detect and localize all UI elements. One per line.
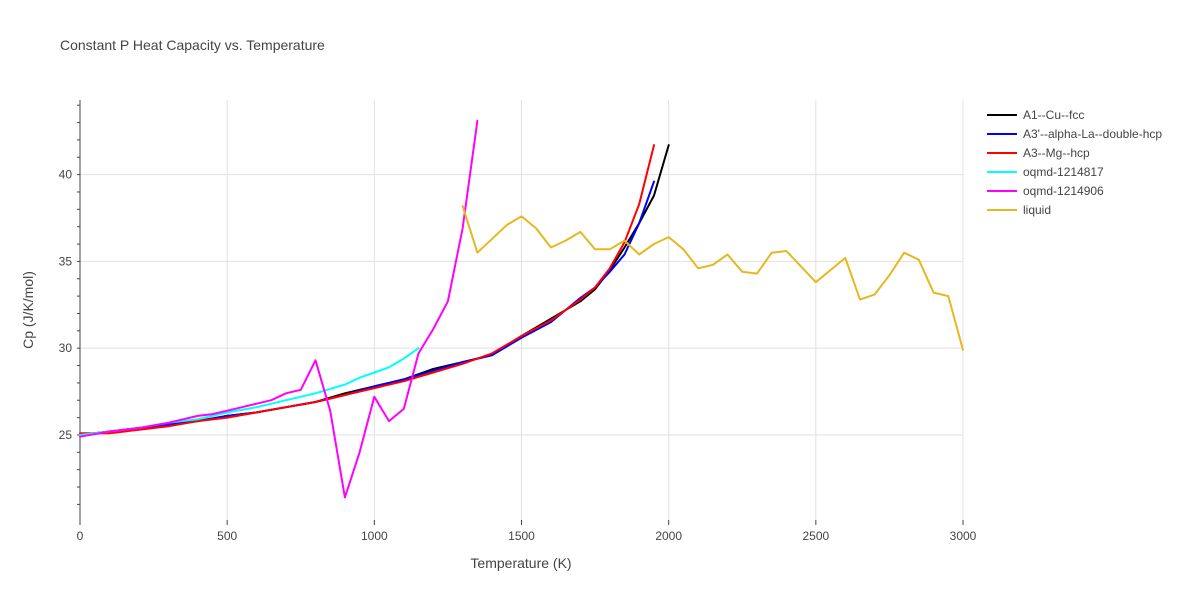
legend-item[interactable]: A1--Cu--fcc [987,108,1084,122]
y-tick-label: 35 [59,254,73,268]
legend-item[interactable]: A3'--alpha-La--double-hcp [987,127,1162,141]
legend-item[interactable]: oqmd-1214817 [987,165,1104,179]
chart-title: Constant P Heat Capacity vs. Temperature [60,37,325,53]
grid [80,100,964,520]
series-line-liquid [461,204,964,351]
legend-label: A3'--alpha-La--double-hcp [1023,127,1162,141]
series-lines [79,119,964,499]
x-tick-label: 500 [217,529,237,543]
series-line-a3-mg-hcp [79,144,655,435]
y-tick-label: 40 [59,168,73,182]
x-tick-label: 1000 [361,529,388,543]
legend-label: A1--Cu--fcc [1023,108,1084,122]
y-axis-label: Cp (J/K/mol) [20,271,36,349]
x-tick-label: 1500 [508,529,535,543]
x-tick-label: 0 [77,529,84,543]
legend-label: A3--Mg--hcp [1023,146,1090,160]
y-tick-label: 30 [59,341,73,355]
legend-label: oqmd-1214906 [1023,184,1104,198]
legend-item[interactable]: oqmd-1214906 [987,184,1104,198]
x-tick-label: 3000 [950,529,977,543]
y-tick-label: 25 [59,428,73,442]
tick-labels: 0 500 1000 1500 2000 2500 3000 25 30 35 40 [59,104,977,543]
series-line-oqmd-1214906 [79,119,479,499]
legend-label: oqmd-1214817 [1023,165,1104,179]
legend-item[interactable]: A3--Mg--hcp [987,146,1090,160]
legend[interactable]: A1--Cu--fcc A3'--alpha-La--double-hcp A3--… [987,108,1162,217]
x-tick-label: 2500 [802,529,829,543]
x-axis-label: Temperature (K) [470,555,571,571]
legend-item[interactable]: liquid [987,203,1051,217]
x-tick-label: 2000 [655,529,682,543]
legend-label: liquid [1023,203,1051,217]
